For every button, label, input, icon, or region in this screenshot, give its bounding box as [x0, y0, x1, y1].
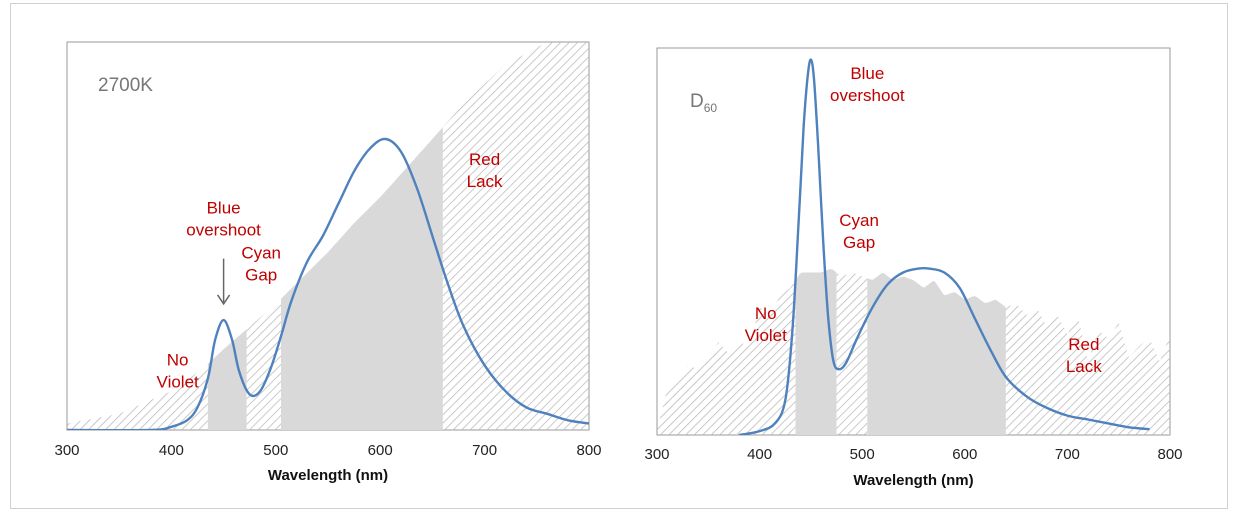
right-annotation: Red Lack: [1066, 335, 1102, 376]
left-annotation: No Violet: [157, 350, 199, 391]
right-chart: 300 400 500 600 700 800 Wavelength (nm) D60 Blue…: [644, 47, 1183, 489]
left-annotation-arrow: [216, 258, 231, 306]
left-reference-region-hatched-0: [67, 363, 208, 430]
left-annotation: Cyan Gap: [241, 244, 281, 285]
right-x-tick-label: 500: [850, 446, 875, 463]
right-x-tick-label: 300: [644, 446, 669, 463]
left-reference-region-solid-1: [207, 329, 247, 430]
right-chart-title-subscript: 60: [704, 101, 718, 115]
right-annotation: No Violet: [745, 304, 787, 345]
right-chart-title: D60: [690, 91, 717, 115]
left-x-tick-label: 400: [159, 442, 184, 459]
left-chart-title: 2700K: [98, 75, 153, 96]
left-reference-region-solid-3: [281, 127, 443, 430]
left-annotation: Blue overshoot: [186, 198, 261, 239]
right-x-tick-label: 400: [747, 446, 772, 463]
left-x-axis-label: Wavelength (nm): [268, 467, 388, 484]
right-reference-region-hatched-4: [1005, 303, 1170, 435]
right-x-tick-label: 700: [1055, 446, 1080, 463]
right-plot-content: [657, 58, 1170, 435]
left-reference-region-hatched-2: [246, 298, 281, 430]
right-annotation: Blue overshoot: [830, 64, 905, 105]
left-annotation: Red Lack: [467, 150, 503, 191]
right-reference-region-solid-3: [867, 273, 1006, 435]
figure-frame: [10, 3, 1228, 509]
left-chart: 300 400 500 600 700 800 Wavelength (nm) 2700K Bl…: [54, 41, 602, 484]
left-plot-content: [67, 42, 589, 430]
right-reference-region-hatched-0: [657, 280, 796, 435]
left-x-tick-label: 300: [54, 442, 79, 459]
right-x-tick-label: 800: [1157, 446, 1182, 463]
right-reference-region-hatched-2: [836, 272, 868, 435]
left-x-tick-label: 800: [576, 442, 601, 459]
right-annotation: Cyan Gap: [839, 211, 879, 252]
right-x-tick-label: 600: [952, 446, 977, 463]
left-x-tick-label: 600: [368, 442, 393, 459]
right-test-spectrum-line: [738, 58, 1150, 435]
left-test-spectrum-line: [67, 137, 589, 430]
right-x-axis-label: Wavelength (nm): [853, 472, 973, 489]
left-reference-region-hatched-4: [442, 42, 589, 430]
right-reference-region-solid-1: [795, 269, 837, 435]
left-x-tick-label: 500: [263, 442, 288, 459]
left-x-tick-label: 700: [472, 442, 497, 459]
